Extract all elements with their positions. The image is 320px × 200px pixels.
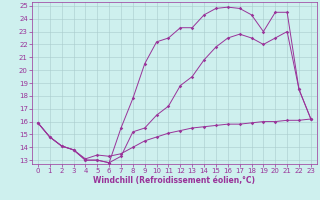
X-axis label: Windchill (Refroidissement éolien,°C): Windchill (Refroidissement éolien,°C) (93, 176, 255, 185)
